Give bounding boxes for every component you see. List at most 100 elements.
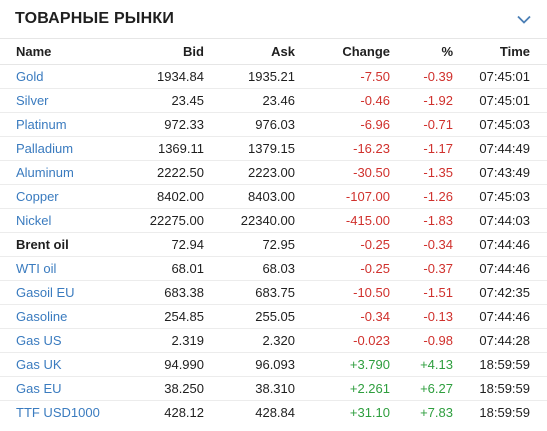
- quotes-table-body: Gold 1934.84 1935.21 -7.50 -0.39 07:45:01 Silv…: [0, 64, 547, 425]
- quote-time: 07:44:46: [455, 232, 547, 257]
- change-value: -0.46: [297, 88, 392, 113]
- instrument-name[interactable]: Aluminum: [0, 160, 100, 185]
- bid-value: 8402.00: [100, 184, 206, 209]
- ask-value: 2223.00: [206, 160, 297, 185]
- quote-time: 07:44:46: [455, 304, 547, 329]
- change-value: -0.023: [297, 328, 392, 353]
- instrument-name[interactable]: Copper: [0, 184, 100, 209]
- bid-value: 72.94: [100, 232, 206, 257]
- percent-change-value: -1.83: [392, 208, 455, 233]
- widget-title: ТОВАРНЫЕ РЫНКИ: [15, 10, 175, 27]
- percent-change-value: -0.98: [392, 328, 455, 353]
- change-value: -0.25: [297, 256, 392, 281]
- instrument-name[interactable]: Gasoline: [0, 304, 100, 329]
- instrument-name[interactable]: TTF USD1000: [16, 405, 100, 421]
- quote-time: 18:59:59: [455, 376, 547, 401]
- table-row[interactable]: Platinum 972.33 976.03 -6.96 -0.71 07:45:03: [0, 112, 547, 137]
- change-value: -415.00: [297, 208, 392, 233]
- bid-value: 94.990: [100, 352, 206, 377]
- table-row[interactable]: Copper 8402.00 8403.00 -107.00 -1.26 07:45:03: [0, 184, 547, 209]
- bid-value: 23.45: [100, 88, 206, 113]
- instrument-name[interactable]: Gas UK: [0, 352, 100, 377]
- table-row[interactable]: Gasoil EU 683.38 683.75 -10.50 -1.51 07:42:35: [0, 280, 547, 305]
- percent-change-value: -0.34: [392, 232, 455, 257]
- quote-time: 18:59:59: [455, 352, 547, 377]
- table-row[interactable]: Gas EU 38.250 38.310 +2.261 +6.27 18:59:59: [0, 376, 547, 401]
- table-row[interactable]: Silver 23.45 23.46 -0.46 -1.92 07:45:01: [0, 88, 547, 113]
- column-header-time[interactable]: Time: [455, 38, 547, 65]
- change-value: -6.96: [297, 112, 392, 137]
- percent-change-value: -1.35: [392, 160, 455, 185]
- change-value: -0.34: [297, 304, 392, 329]
- instrument-name[interactable]: WTI oil: [0, 256, 100, 281]
- bid-value: 2222.50: [100, 160, 206, 185]
- instrument-name[interactable]: Gasoil EU: [0, 280, 100, 305]
- instrument-name[interactable]: Gas US: [0, 328, 100, 353]
- bid-value: 68.01: [100, 256, 206, 281]
- table-row[interactable]: Nickel 22275.00 22340.00 -415.00 -1.83 07:44:…: [0, 208, 547, 233]
- table-row[interactable]: TTF USD1000 428.12 428.84 +31.10 +7.83 18:59:…: [0, 401, 547, 425]
- table-row[interactable]: Gas UK 94.990 96.093 +3.790 +4.13 18:59:59: [0, 352, 547, 377]
- chevron-down-icon[interactable]: [515, 10, 533, 28]
- change-value: +2.261: [297, 376, 392, 401]
- bid-value: 428.12: [164, 405, 204, 421]
- instrument-name[interactable]: Gold: [0, 64, 100, 89]
- bid-value: 683.38: [100, 280, 206, 305]
- ask-value: 1379.15: [206, 136, 297, 161]
- quote-time: 07:44:03: [455, 208, 547, 233]
- quote-time: 07:45:01: [455, 88, 547, 113]
- column-header-name[interactable]: Name: [0, 38, 100, 65]
- percent-change-value: -0.71: [392, 112, 455, 137]
- column-header-percent[interactable]: %: [392, 38, 455, 65]
- percent-change-value: -1.51: [392, 280, 455, 305]
- ask-value: 255.05: [206, 304, 297, 329]
- table-row[interactable]: Gasoline 254.85 255.05 -0.34 -0.13 07:44:46: [0, 304, 547, 329]
- instrument-name[interactable]: Silver: [0, 88, 100, 113]
- table-header-row: Name Bid Ask Change % Time: [0, 38, 547, 65]
- column-header-change[interactable]: Change: [297, 38, 392, 65]
- change-value: -0.25: [297, 232, 392, 257]
- percent-change-value: +6.27: [392, 376, 455, 401]
- column-header-bid[interactable]: Bid: [100, 38, 206, 65]
- table-row[interactable]: Gold 1934.84 1935.21 -7.50 -0.39 07:45:01: [0, 64, 547, 89]
- instrument-name[interactable]: Gas EU: [0, 376, 100, 401]
- column-header-ask[interactable]: Ask: [206, 38, 297, 65]
- percent-change-value: -1.26: [392, 184, 455, 209]
- instrument-name[interactable]: Platinum: [0, 112, 100, 137]
- quotes-table: Name Bid Ask Change % Time Gold 1934.84 19…: [0, 38, 547, 425]
- change-value: +3.790: [297, 352, 392, 377]
- quote-time: 07:43:49: [455, 160, 547, 185]
- quote-time: 07:44:46: [455, 256, 547, 281]
- instrument-name[interactable]: Nickel: [0, 208, 100, 233]
- table-row[interactable]: Palladium 1369.11 1379.15 -16.23 -1.17 07:44:…: [0, 136, 547, 161]
- ask-value: 428.84: [255, 405, 295, 421]
- change-value: -30.50: [297, 160, 392, 185]
- percent-change-value: +4.13: [392, 352, 455, 377]
- change-value: +31.10: [349, 405, 390, 421]
- percent-change-value: -1.92: [392, 88, 455, 113]
- bid-value: 1934.84: [100, 64, 206, 89]
- change-value: -7.50: [297, 64, 392, 89]
- table-row[interactable]: Gas US 2.319 2.320 -0.023 -0.98 07:44:28: [0, 328, 547, 353]
- table-row[interactable]: WTI oil 68.01 68.03 -0.25 -0.37 07:44:46: [0, 256, 547, 281]
- change-value: -107.00: [297, 184, 392, 209]
- table-row[interactable]: Brent oil 72.94 72.95 -0.25 -0.34 07:44:46: [0, 232, 547, 257]
- instrument-name[interactable]: Brent oil: [0, 232, 100, 257]
- table-row[interactable]: Aluminum 2222.50 2223.00 -30.50 -1.35 07:43:4…: [0, 160, 547, 185]
- widget-header: ТОВАРНЫЕ РЫНКИ: [0, 0, 547, 38]
- bid-value: 254.85: [100, 304, 206, 329]
- bid-value: 972.33: [100, 112, 206, 137]
- bid-value: 22275.00: [100, 208, 206, 233]
- change-value: -16.23: [297, 136, 392, 161]
- ask-value: 38.310: [206, 376, 297, 401]
- quote-time: 07:45:03: [455, 112, 547, 137]
- quote-time: 18:59:59: [479, 405, 530, 421]
- ask-value: 22340.00: [206, 208, 297, 233]
- quote-time: 07:44:28: [455, 328, 547, 353]
- ask-value: 2.320: [206, 328, 297, 353]
- instrument-name[interactable]: Palladium: [0, 136, 100, 161]
- quote-time: 07:44:49: [455, 136, 547, 161]
- percent-change-value: -0.13: [392, 304, 455, 329]
- ask-value: 683.75: [206, 280, 297, 305]
